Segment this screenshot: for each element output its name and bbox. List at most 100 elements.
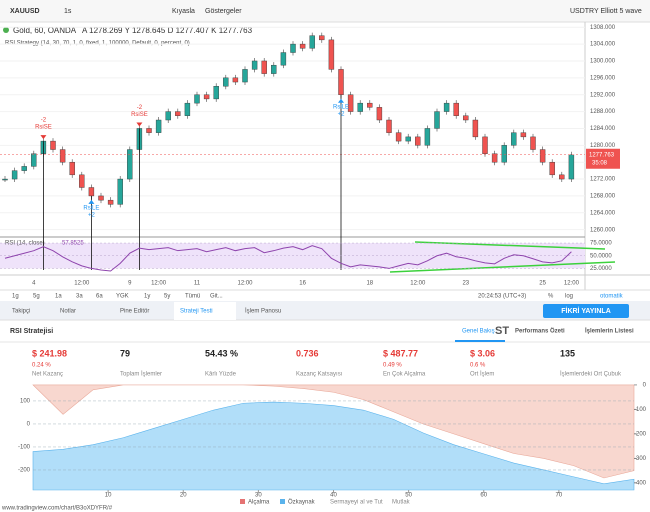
tab[interactable]: İşlem Panosu <box>245 308 281 315</box>
entry-arrow <box>40 135 47 140</box>
entry-qty: -2 <box>137 105 143 111</box>
legend-label[interactable]: Mutlak <box>392 500 411 506</box>
active-tab <box>174 302 236 320</box>
y-tick-label: 1268.000 <box>590 194 616 200</box>
y-tick-label: 1288.000 <box>590 109 616 115</box>
range-button[interactable]: 5y <box>164 294 170 300</box>
publish-label[interactable]: FİKRİ YAYINLA <box>561 307 611 315</box>
x-tick-label: 12:00 <box>151 281 167 287</box>
legend-label: Alçalma <box>248 500 270 506</box>
interval[interactable]: 1s <box>64 8 72 15</box>
y-tick-label: 1300.000 <box>590 59 616 65</box>
log-toggle[interactable]: log <box>565 294 573 300</box>
view-tab[interactable]: Genel Bakış <box>462 329 495 335</box>
legend-label[interactable]: Sermayeyi al ve Tut <box>330 500 383 506</box>
stat-label: Toplam İşlemler <box>120 371 162 378</box>
stat-label: Kazanç Katsayısı <box>296 372 343 378</box>
candle <box>347 94 354 112</box>
view-tab[interactable]: İşlemlerin Listesi <box>585 328 634 335</box>
candle <box>472 119 479 138</box>
toolbar <box>0 0 650 22</box>
y-tick-label: 1264.000 <box>590 210 616 216</box>
candle <box>88 187 95 197</box>
candle <box>155 119 162 133</box>
y-tick-label: 100 <box>20 399 31 405</box>
y-tick-label: 1296.000 <box>590 75 616 81</box>
stat-sub: 0.49 % <box>383 363 402 369</box>
y-tick-label: 25.0000 <box>590 266 612 272</box>
price-tag-label: 1277.763 <box>589 152 615 158</box>
y-tick-label: 1284.000 <box>590 126 616 132</box>
stat-label: Kârlı Yüzde <box>205 372 237 378</box>
publish-button[interactable] <box>543 304 629 318</box>
y-tick-label: 1280.000 <box>590 143 616 149</box>
x-tick-label: 16 <box>299 281 306 287</box>
range-button[interactable]: 1g <box>12 294 19 300</box>
candle <box>520 132 527 138</box>
clock: 20:24:53 (UTC+3) <box>478 294 526 300</box>
footer-url: www.tradingview.com/chart/B3oXDYFR/# <box>1 506 113 512</box>
compare[interactable]: Kıyasla <box>172 8 195 15</box>
stat-label: İşlemlerdeki Ort Çubuk <box>560 371 622 378</box>
candle <box>424 128 431 146</box>
y2-tick-label: -100 <box>634 407 647 413</box>
candle <box>443 102 450 112</box>
x-tick-label: 60 <box>480 493 487 499</box>
y-tick-label: 1272.000 <box>590 177 616 183</box>
range-button[interactable]: 5g <box>33 294 40 300</box>
ohlc: A 1278.269 Y 1278.645 D 1277.407 K 1277.… <box>82 26 253 35</box>
range-button[interactable]: 1y <box>144 294 150 300</box>
strategy-icon[interactable]: ST <box>495 325 509 337</box>
indicators[interactable]: Göstergeler <box>205 8 242 15</box>
candle <box>69 161 75 176</box>
view-tab[interactable]: Performans Özeti <box>515 328 565 335</box>
stat-value: 54.43 % <box>205 348 238 358</box>
candle <box>194 94 200 104</box>
y-tick-label: 50.0000 <box>590 253 612 259</box>
candle <box>184 102 191 116</box>
countdown: 35:08 <box>592 160 608 166</box>
entry-qty: -2 <box>41 118 47 124</box>
tab[interactable]: Pine Editör <box>120 309 149 315</box>
candle <box>376 107 383 121</box>
range-button[interactable]: Tümü <box>185 294 200 300</box>
y-tick-label: 0 <box>27 422 31 428</box>
range-button[interactable]: Git... <box>210 294 223 300</box>
range-button[interactable]: 1a <box>55 294 62 300</box>
strategy-name: RSI Stratejisi <box>10 328 53 335</box>
y2-tick-label: 0 <box>643 382 647 388</box>
y-tick-label: -200 <box>18 468 31 474</box>
tab[interactable]: Strateji Testi <box>180 309 213 315</box>
x-tick-label: 70 <box>556 493 563 499</box>
candle <box>50 140 56 150</box>
y-tick-label: 1304.000 <box>590 42 616 48</box>
rsi-line <box>4 245 572 272</box>
range-button[interactable]: 6a <box>96 294 103 300</box>
tab[interactable]: Notlar <box>60 309 76 315</box>
candle <box>127 149 133 180</box>
y-tick-label: 1292.000 <box>590 92 616 98</box>
percent-toggle[interactable]: % <box>548 294 554 300</box>
y-tick-label: 75.0000 <box>590 241 612 247</box>
auto-toggle[interactable]: otomatik <box>600 294 624 300</box>
candle <box>290 43 296 53</box>
x-tick-label: 10 <box>105 493 112 499</box>
symbol[interactable]: XAUUSD <box>10 8 40 15</box>
y2-tick-label: -200 <box>634 431 647 437</box>
range-button[interactable]: YGK <box>116 294 129 300</box>
candle <box>79 174 85 188</box>
layout-name[interactable]: USDTRY Elliott 5 wave <box>570 8 642 15</box>
x-tick-label: 11 <box>194 281 201 287</box>
candle <box>501 145 507 163</box>
price-tag <box>586 148 620 169</box>
candle <box>146 128 152 133</box>
candle <box>21 166 27 171</box>
candle <box>175 111 181 116</box>
x-tick-label: 12:00 <box>74 281 90 287</box>
tab[interactable]: Takipçi <box>12 309 30 315</box>
range-button[interactable]: 3a <box>76 294 83 300</box>
status-dot <box>3 27 9 33</box>
candle <box>491 153 498 163</box>
entry-label: RsiLE <box>83 206 99 212</box>
